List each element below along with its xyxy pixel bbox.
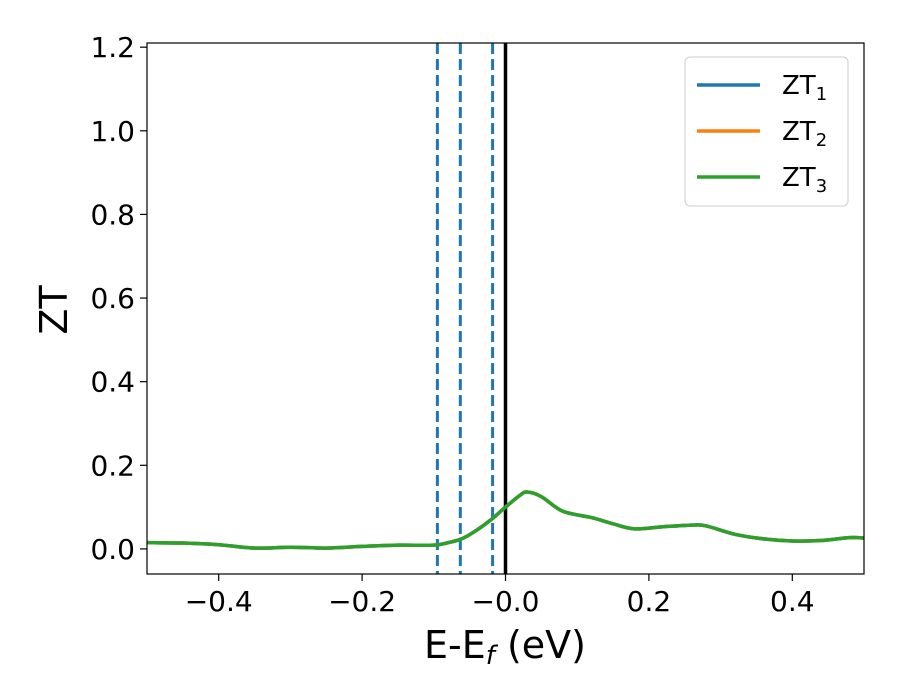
y-tick-label: 1.0	[90, 115, 135, 148]
x-tick-label: −0.2	[328, 585, 396, 618]
x-tick-label: 0.4	[770, 585, 815, 618]
legend-box	[684, 56, 849, 207]
series-line-zt3	[147, 490, 864, 550]
vertical-reference-lines	[435, 43, 508, 574]
y-axis-ticks: 0.0 0.2 0.4 0.6 0.8 1.0 1.2	[90, 31, 147, 566]
y-axis-label: ZT	[32, 285, 76, 335]
y-tick-label: 0.6	[90, 282, 135, 315]
legend-label-subscript: 1	[816, 84, 827, 105]
x-axis-label: E-Ef (eV)	[424, 623, 586, 671]
y-tick-label: 0.0	[90, 533, 135, 566]
legend-label-main: ZT	[782, 163, 816, 193]
legend-label-zt1: ZT1	[782, 71, 827, 105]
series-lines	[147, 490, 864, 550]
legend-label-main: ZT	[782, 71, 816, 101]
y-tick-label: 0.2	[90, 449, 135, 482]
legend-label-subscript: 2	[816, 130, 827, 151]
x-tick-label: −0.0	[472, 585, 540, 618]
x-axis-label-main: E-E	[424, 623, 486, 667]
x-axis-ticks: −0.4 −0.2 −0.0 0.2 0.4	[185, 574, 815, 618]
y-tick-label: 1.2	[90, 31, 135, 64]
legend-label-zt2: ZT2	[782, 117, 827, 151]
legend-label-main: ZT	[782, 117, 816, 147]
x-tick-label: −0.4	[185, 585, 253, 618]
x-axis-label-unit: (eV)	[495, 623, 586, 667]
y-tick-label: 0.4	[90, 366, 135, 399]
legend-label-zt3: ZT3	[782, 163, 827, 197]
x-tick-label: 0.2	[627, 585, 672, 618]
legend-label-subscript: 3	[816, 176, 827, 197]
y-tick-label: 0.8	[90, 198, 135, 231]
